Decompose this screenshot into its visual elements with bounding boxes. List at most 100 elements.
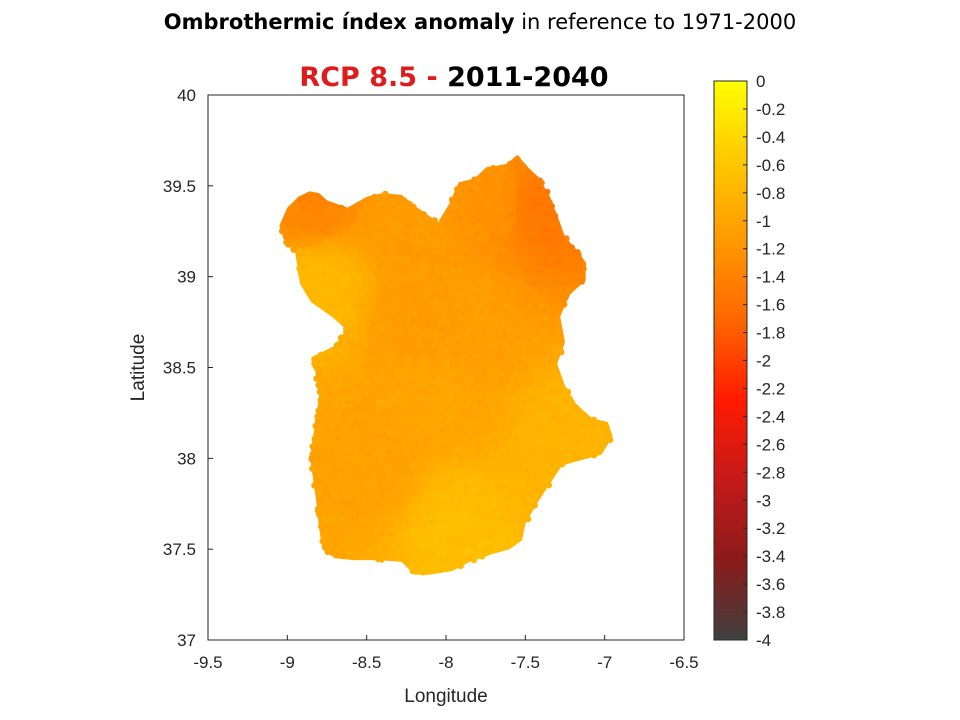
station-point [520,322,527,329]
station-point [366,302,373,309]
station-point [372,217,379,224]
field-cell [437,435,447,447]
field-cell [428,485,438,497]
station-point [353,302,361,309]
station-point [379,374,386,381]
field-cell [428,285,438,297]
field-cell [498,435,508,447]
station-point [315,382,322,389]
station-point [464,265,471,272]
station-point [522,387,529,394]
station-point [382,285,389,293]
station-point [486,514,493,521]
field-cell [524,225,534,237]
station-point [332,287,340,294]
station-point [399,550,407,558]
station-point [398,412,406,419]
x-tick-label: -8.5 [352,653,381,672]
field-cell [446,415,456,427]
station-point [360,505,367,512]
station-point [552,443,560,450]
station-point [523,406,530,414]
station-point [373,538,380,545]
station-point [482,316,490,323]
field-cell [576,255,587,267]
station-point [343,314,351,321]
station-point [408,434,416,442]
station-point [316,388,324,396]
field-cell [524,365,534,377]
field-cell [437,455,447,467]
station-point [321,501,329,509]
station-point [384,319,392,327]
station-point [503,392,510,400]
field-cell [515,415,526,427]
station-point [521,429,528,436]
field-cell [480,405,491,417]
station-point [565,403,572,411]
station-point [362,537,369,544]
station-point [544,188,551,196]
station-point [331,271,339,278]
field-cell [454,495,465,507]
field-cell [533,245,543,257]
field-cell [533,395,543,407]
station-point [484,223,491,231]
station-point [417,305,424,313]
station-point [515,494,522,501]
station-point [484,398,492,406]
station-point [462,541,469,548]
field-cell [489,395,500,407]
field-cell [393,555,404,567]
station-point [550,422,557,430]
station-point [379,295,387,303]
station-point [538,362,545,370]
station-point [312,482,319,489]
station-point [378,322,385,329]
station-point [423,346,430,353]
x-tick-label: -9 [280,653,295,672]
field-cell [358,415,369,427]
station-point [550,325,557,332]
station-point [404,518,411,525]
station-point [314,507,322,514]
station-point [482,173,489,180]
field-cell [437,385,447,397]
station-point [563,235,570,242]
station-point [459,324,467,331]
station-point [509,299,516,306]
field-cell [376,265,386,277]
station-point [459,523,467,530]
field-cell [446,505,456,517]
station-point [474,453,482,460]
station-point [386,409,393,416]
station-point [492,544,500,551]
station-point [346,301,353,308]
field-cell [498,175,508,187]
station-point [341,460,349,467]
station-point [343,336,350,343]
station-point [415,559,422,567]
station-point [334,374,342,381]
colorbar-tick-label: -0.6 [756,156,785,175]
station-point [568,428,575,436]
station-point [490,313,498,321]
station-point [478,446,485,454]
field-cell [393,435,404,447]
station-point [413,240,420,248]
field-cell [533,215,543,227]
station-point [527,280,534,287]
field-cell [507,195,517,207]
station-point [429,528,436,535]
station-point [325,466,333,473]
field-cell [350,505,360,517]
field-cell [507,385,517,397]
station-point [335,490,343,497]
station-point [442,319,450,326]
field-cell [341,315,351,327]
station-point [457,443,464,450]
period-label: 2011-2040 [447,62,609,93]
field-cell [524,445,534,457]
station-point [539,231,547,238]
station-point [417,504,425,511]
